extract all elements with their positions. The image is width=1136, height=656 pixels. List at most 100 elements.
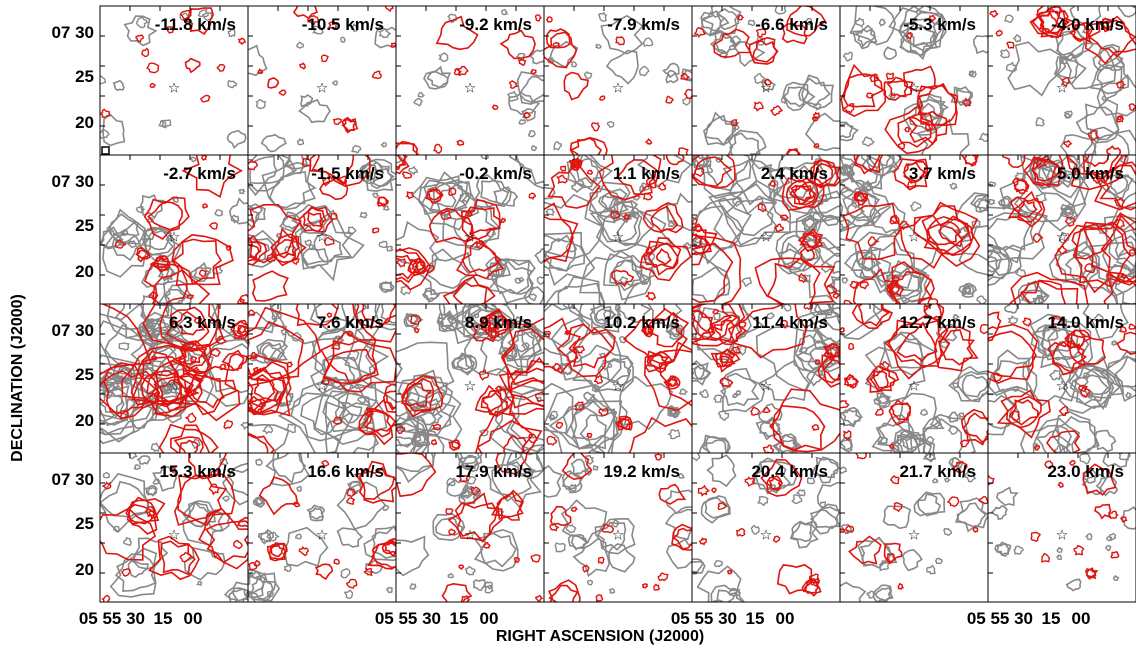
contour <box>1009 316 1018 324</box>
contour <box>980 312 1001 329</box>
contour <box>171 425 211 465</box>
contour <box>966 288 971 293</box>
contour <box>974 36 995 53</box>
contour <box>751 407 760 415</box>
x-tick-label: 00 <box>776 609 795 628</box>
contour <box>594 466 598 470</box>
contour <box>596 44 601 48</box>
contour <box>200 270 206 276</box>
contour <box>969 71 973 75</box>
contour <box>382 143 387 147</box>
contour <box>309 245 313 249</box>
contour <box>646 247 652 253</box>
contour <box>598 557 604 563</box>
contour <box>689 562 703 572</box>
contour <box>751 526 759 534</box>
contour <box>997 544 1009 555</box>
contour <box>561 166 566 171</box>
velocity-label: -6.6 km/s <box>755 15 828 34</box>
star-marker: ☆ <box>464 80 477 96</box>
contour <box>666 96 673 103</box>
contour <box>134 465 140 470</box>
y-axis-label: DECLINATION (J2000) <box>9 294 26 462</box>
contour <box>1067 580 1081 591</box>
contour <box>979 497 988 504</box>
contour <box>1129 324 1135 329</box>
contour <box>201 95 210 102</box>
contour <box>787 150 799 158</box>
contour <box>440 53 448 61</box>
contour <box>385 2 393 11</box>
contour <box>669 430 680 439</box>
star-marker: ☆ <box>168 229 181 245</box>
contour <box>659 183 666 190</box>
contour <box>1095 505 1111 519</box>
contour <box>555 543 565 552</box>
contour <box>466 567 476 575</box>
contour <box>610 589 615 593</box>
contour <box>948 497 959 506</box>
velocity-label: 20.4 km/s <box>751 462 828 481</box>
contour <box>764 408 770 413</box>
contour <box>737 529 745 536</box>
contour <box>414 328 418 332</box>
contour <box>150 84 155 88</box>
y-tick-label: 25 <box>75 216 94 235</box>
contour <box>592 123 600 131</box>
star-marker: ☆ <box>760 80 773 96</box>
x-axis-label: RIGHT ASCENSION (J2000) <box>496 628 704 645</box>
contour <box>210 484 219 494</box>
contour <box>844 52 853 61</box>
contour <box>640 66 649 75</box>
velocity-label: 11.4 km/s <box>752 313 828 332</box>
contour <box>754 102 763 110</box>
contour <box>644 38 653 46</box>
contour <box>647 293 656 300</box>
star-marker: ☆ <box>612 378 625 394</box>
contour <box>1106 546 1111 551</box>
contour <box>341 569 350 578</box>
velocity-label: 19.2 km/s <box>603 462 680 481</box>
contour <box>616 37 624 45</box>
contour <box>563 473 580 489</box>
x-tick-label: 05 55 30 <box>79 609 145 628</box>
contour <box>975 250 1009 283</box>
contour <box>1110 534 1116 540</box>
contour <box>820 502 826 507</box>
contour <box>502 10 507 15</box>
contour <box>950 183 956 189</box>
velocity-label: -1.5 km/s <box>311 164 384 183</box>
contour <box>554 142 561 150</box>
contour <box>841 65 885 116</box>
contour <box>997 488 1017 506</box>
contour <box>217 65 224 72</box>
contour <box>104 473 110 478</box>
velocity-label: 1.1 km/s <box>613 164 680 183</box>
contour <box>714 314 721 321</box>
contour <box>119 343 129 350</box>
velocity-label: 2.4 km/s <box>761 164 828 183</box>
contour <box>990 11 997 17</box>
velocity-label: 6.3 km/s <box>169 313 236 332</box>
y-tick-label: 20 <box>75 560 94 579</box>
contour <box>595 376 603 384</box>
velocity-label: 23.0 km/s <box>1047 462 1124 481</box>
contour <box>520 76 552 102</box>
contour <box>434 144 441 153</box>
contour <box>849 537 881 564</box>
contour <box>903 550 922 571</box>
channel-panel <box>63 264 290 476</box>
contour <box>748 21 754 26</box>
contour <box>646 139 652 144</box>
star-marker: ☆ <box>1056 378 1069 394</box>
contour <box>256 459 262 465</box>
contour <box>588 170 593 174</box>
contour <box>658 573 668 580</box>
velocity-label: 7.6 km/s <box>317 313 384 332</box>
contour <box>687 361 710 384</box>
contour <box>383 505 388 510</box>
channel-panel <box>218 267 438 472</box>
contour <box>387 247 392 251</box>
star-marker: ☆ <box>760 378 773 394</box>
